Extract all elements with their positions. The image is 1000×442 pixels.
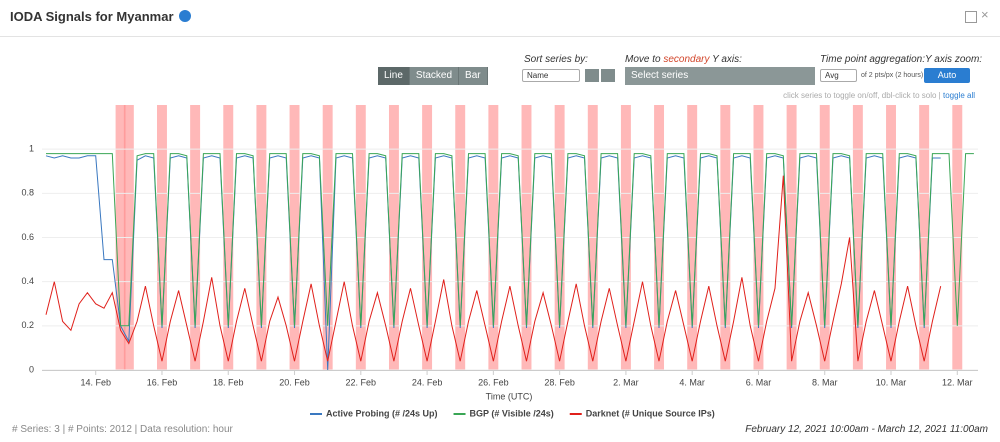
footer-range: February 12, 2021 10:00am - March 12, 20… xyxy=(745,424,988,435)
grid-layer xyxy=(42,148,978,371)
x-tick-label: 8. Mar xyxy=(812,377,838,387)
chart-type-button[interactable]: Stacked xyxy=(409,67,460,85)
toggle-all[interactable]: toggle all xyxy=(942,91,975,100)
x-tick-label: 28. Feb xyxy=(544,377,575,387)
chart-type-button[interactable]: Line xyxy=(378,67,410,85)
legend-label[interactable]: Active Probing (# /24s Up) xyxy=(326,408,438,418)
x-tick-label: 2. Mar xyxy=(613,377,639,387)
x-tick-label: 12. Mar xyxy=(942,377,973,387)
sort-add[interactable] xyxy=(585,69,599,82)
y-tick-label: 0 xyxy=(29,364,34,374)
chart-type-button[interactable]: Bar xyxy=(459,67,488,85)
x-tick-label: 26. Feb xyxy=(478,377,509,387)
legend-label[interactable]: Darknet (# Unique Source IPs) xyxy=(586,408,715,418)
x-tick-label: 18. Feb xyxy=(213,377,244,387)
y-tick-label: 0.8 xyxy=(21,188,34,198)
series-line xyxy=(45,175,942,362)
x-tick-label: 6. Mar xyxy=(746,377,772,387)
y-tick-label: 0.4 xyxy=(21,276,34,286)
secondary-label: Move to secondary Y axis: xyxy=(625,54,742,65)
close-icon[interactable]: × xyxy=(981,7,989,22)
x-axis-label: Time (UTC) xyxy=(486,391,533,401)
y-tick-label: 0.2 xyxy=(21,320,34,330)
x-tick-label: 4. Mar xyxy=(679,377,705,387)
x-tick-label: 20. Feb xyxy=(279,377,310,387)
series-line xyxy=(46,153,974,327)
label-part: Y axis: xyxy=(709,54,742,65)
legend-label[interactable]: BGP (# Visible /24s) xyxy=(470,408,554,418)
hint: click series to toggle on/off, dbl-click… xyxy=(783,91,975,100)
x-tick-label: 16. Feb xyxy=(147,377,178,387)
footer-stats: # Series: 3 | # Points: 2012 | Data reso… xyxy=(12,424,233,435)
yzoom-toggle[interactable]: Auto xyxy=(924,68,970,83)
sort-dir[interactable] xyxy=(601,69,615,82)
label-part: Move to xyxy=(625,54,664,65)
x-tick-label: 14. Feb xyxy=(80,377,111,387)
yzoom-label: Y axis zoom: xyxy=(925,54,983,65)
label-part: secondary xyxy=(663,54,710,65)
aggregation-label: Time point aggregation: xyxy=(820,54,925,65)
aggregation-select[interactable]: Avg xyxy=(820,69,857,82)
aggregation-note: of 2 pts/px (2 hours) xyxy=(861,72,924,79)
edit-icon[interactable] xyxy=(965,11,977,23)
title-wrap: IODA Signals for Myanmar xyxy=(10,9,191,24)
sort-select[interactable]: Name xyxy=(522,69,580,82)
header: IODA Signals for Myanmar × xyxy=(0,0,1000,37)
hint-text: click series to toggle on/off, dbl-click… xyxy=(783,91,941,100)
chart-type-buttons: Line Stacked Bar xyxy=(378,67,488,85)
x-tick-label: 10. Mar xyxy=(876,377,907,387)
sort-label: Sort series by: xyxy=(524,54,588,65)
x-tick-label: 24. Feb xyxy=(412,377,443,387)
y-tick-label: 1 xyxy=(29,144,34,154)
page-title: IODA Signals for Myanmar xyxy=(10,9,174,24)
series-line xyxy=(45,155,941,371)
x-tick-label: 22. Feb xyxy=(346,377,377,387)
help-icon[interactable] xyxy=(178,10,191,22)
secondary-select[interactable]: Select series xyxy=(625,67,815,85)
y-tick-label: 0.6 xyxy=(21,232,34,242)
